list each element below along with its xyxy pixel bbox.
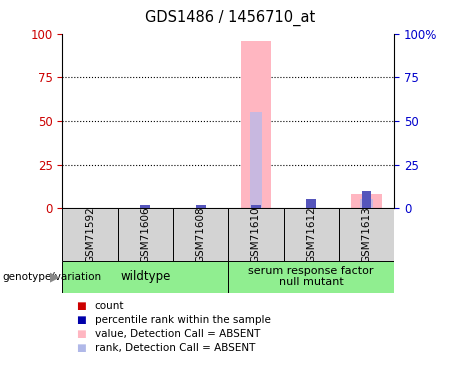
Bar (173, 208, 228, 261)
Text: serum response factor
null mutant: serum response factor null mutant (248, 266, 374, 287)
Bar (140, 205, 150, 208)
Bar (284, 208, 339, 261)
Bar (62, 261, 228, 292)
Text: ▶: ▶ (50, 270, 60, 283)
Text: percentile rank within the sample: percentile rank within the sample (95, 315, 271, 325)
Text: count: count (95, 301, 124, 310)
Text: ■: ■ (76, 301, 86, 310)
Text: genotype/variation: genotype/variation (2, 272, 101, 282)
Text: ■: ■ (76, 329, 86, 339)
Text: GSM71608: GSM71608 (195, 206, 206, 262)
Text: value, Detection Call = ABSENT: value, Detection Call = ABSENT (95, 329, 260, 339)
Text: GDS1486 / 1456710_at: GDS1486 / 1456710_at (145, 9, 316, 26)
Bar (62, 208, 118, 261)
Text: rank, Detection Call = ABSENT: rank, Detection Call = ABSENT (95, 344, 255, 353)
Bar (361, 190, 372, 208)
Text: ■: ■ (76, 315, 86, 325)
Bar (118, 208, 173, 261)
Bar (306, 200, 316, 208)
Bar (361, 200, 372, 208)
Bar (251, 205, 261, 208)
Bar (228, 261, 394, 292)
Bar (250, 112, 262, 208)
Bar (241, 41, 271, 208)
Text: GSM71592: GSM71592 (85, 206, 95, 263)
Bar (195, 205, 206, 208)
Bar (339, 208, 394, 261)
Text: GSM71606: GSM71606 (140, 206, 150, 262)
Text: ■: ■ (76, 344, 86, 353)
Text: wildtype: wildtype (120, 270, 171, 283)
Bar (351, 194, 382, 208)
Text: GSM71610: GSM71610 (251, 206, 261, 262)
Text: GSM71613: GSM71613 (361, 206, 372, 263)
Bar (228, 208, 284, 261)
Text: GSM71612: GSM71612 (306, 206, 316, 263)
